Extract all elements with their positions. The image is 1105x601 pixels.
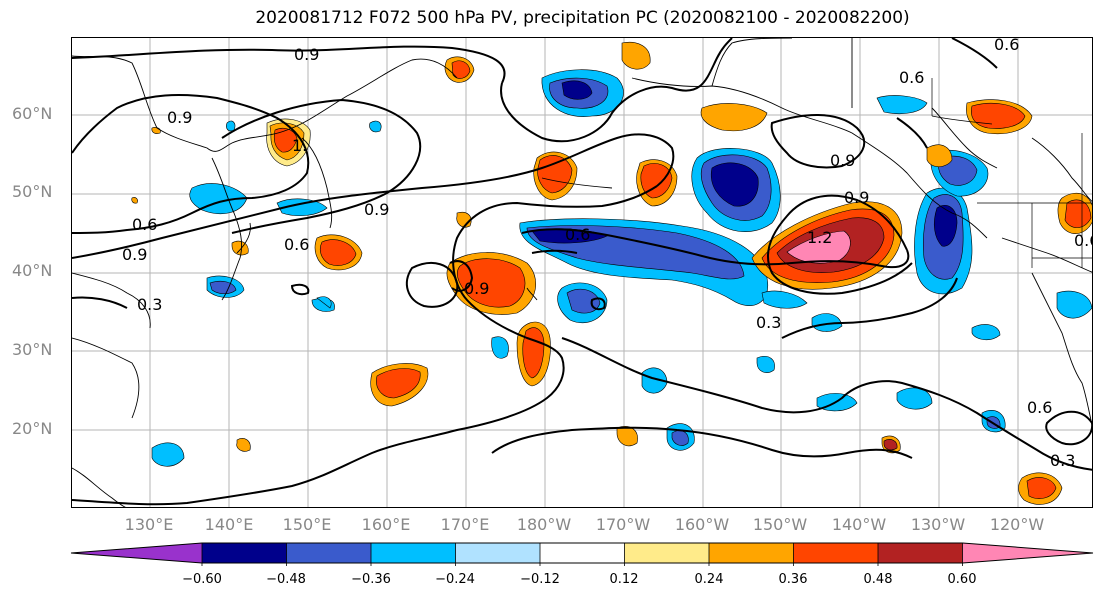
colorbar-segment — [455, 543, 540, 563]
colorbar-tick: −0.60 — [182, 572, 222, 587]
coastlines — [72, 38, 1092, 507]
lat-label-50n: 50°N — [12, 182, 53, 201]
lat-label-30n: 30°N — [12, 340, 53, 359]
contour-label: 0.9 — [464, 279, 489, 298]
contour-label: 0.9 — [294, 45, 319, 64]
colorbar — [70, 542, 1094, 566]
contour-label: 0.9 — [844, 188, 869, 207]
lon-label-140e: 140°E — [204, 515, 254, 534]
lon-label-150e: 150°E — [282, 515, 332, 534]
colorbar-tick: −0.48 — [266, 572, 306, 587]
pv-contours — [72, 38, 1092, 506]
lon-label-130e: 130°E — [124, 515, 174, 534]
lat-label-60n: 60°N — [12, 104, 53, 123]
contour-label: 0.6 — [1027, 398, 1052, 417]
contour-label: 0.6 — [132, 215, 157, 234]
lat-label-20n: 20°N — [12, 419, 53, 438]
contour-label: 0.3 — [137, 295, 162, 314]
borders — [931, 78, 1092, 268]
colorbar-segment — [878, 543, 963, 563]
contour-label: 0.3 — [1050, 451, 1075, 470]
colorbar-segment — [71, 543, 202, 563]
contour-label: 0.9 — [364, 200, 389, 219]
lon-label-140w: 140°W — [831, 515, 887, 534]
colorbar-segment — [286, 543, 371, 563]
lon-label-160e: 160°E — [361, 515, 411, 534]
lon-label-150w: 150°W — [752, 515, 808, 534]
contour-label: 1.2 — [807, 228, 832, 247]
map-canvas: 0.9 0.9 0.6 1. 0.9 0.6 0.9 0.6 0.9 0.6 0… — [72, 38, 1093, 507]
map-panel[interactable]: 0.9 0.9 0.6 1. 0.9 0.6 0.9 0.6 0.9 0.6 0… — [71, 37, 1093, 508]
colorbar-outline — [70, 542, 1094, 564]
lon-label-130w: 130°W — [910, 515, 966, 534]
contour-label: 0.9 — [122, 245, 147, 264]
colorbar-tick: 0.48 — [863, 572, 893, 587]
contour-label-group: 0.9 0.9 0.6 1. 0.9 0.6 0.9 0.6 0.9 0.6 0… — [122, 38, 1093, 470]
contour-label: 0.6 — [994, 38, 1019, 54]
map-title: 2020081712 F072 500 hPa PV, precipitatio… — [255, 8, 910, 28]
contour-label: 0.6 — [1074, 231, 1093, 250]
colorbar-tick: 0.24 — [694, 572, 724, 587]
colorbar-tick: −0.36 — [351, 572, 391, 587]
lon-label-170e: 170°E — [440, 515, 490, 534]
contour-label: 0.9 — [167, 108, 192, 127]
lon-label-180w: 180°W — [516, 515, 572, 534]
colorbar-tick: 0.36 — [778, 572, 808, 587]
lon-label-120w: 120°W — [989, 515, 1045, 534]
colorbar-segment — [962, 543, 1093, 563]
colorbar-tick: 0.60 — [947, 572, 977, 587]
colorbar-segment — [793, 543, 878, 563]
colorbar-segment — [624, 543, 709, 563]
lon-label-170w: 170°W — [595, 515, 651, 534]
contour-label: 0.9 — [830, 151, 855, 170]
positive-anomaly-shading — [131, 42, 1092, 505]
contour-label: 0.6 — [565, 225, 590, 244]
colorbar-segment — [371, 543, 456, 563]
colorbar-tick: −0.24 — [435, 572, 475, 587]
contour-label: 0.6 — [284, 235, 309, 254]
colorbar-segment — [540, 543, 625, 563]
negative-anomaly-shading — [151, 69, 1092, 467]
contour-label: 0.6 — [899, 68, 924, 87]
contour-label: 1. — [292, 136, 307, 155]
colorbar-segment — [202, 543, 287, 563]
colorbar-tick: 0.12 — [609, 572, 639, 587]
colorbar-tick: −0.12 — [520, 572, 560, 587]
contour-label: 0.3 — [756, 313, 781, 332]
colorbar-segment — [709, 543, 794, 563]
colorbar-segments — [71, 543, 1093, 563]
lon-label-160w: 160°W — [674, 515, 730, 534]
lat-label-40n: 40°N — [12, 261, 53, 280]
